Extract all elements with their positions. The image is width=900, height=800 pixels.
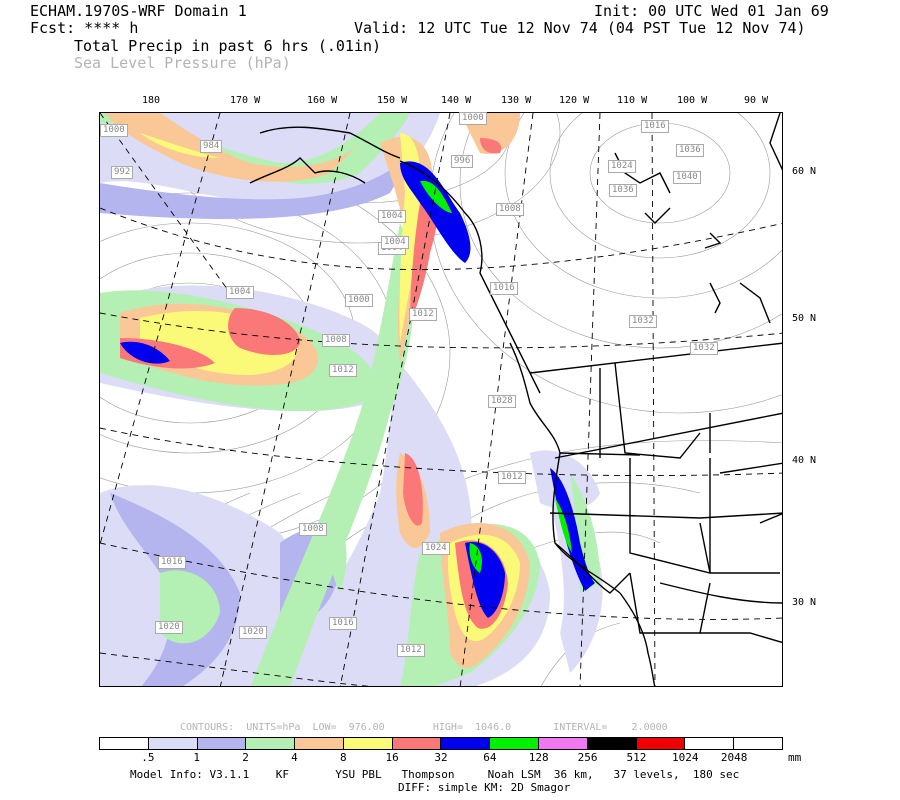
lon-label: 170 W: [230, 95, 261, 106]
contour-info: CONTOURS: UNITS=hPa LOW= 976.00 HIGH= 10…: [180, 722, 668, 733]
isobar-label: 1000: [459, 112, 487, 125]
lat-label: 30 N: [792, 597, 817, 608]
forecast-hour: Fcst: **** h: [30, 19, 139, 37]
lon-label: 180: [142, 95, 161, 106]
legend-swatch: [246, 738, 296, 749]
lon-label: 90 W: [744, 95, 769, 106]
isobar-label: 1000: [345, 294, 373, 307]
isobar-label: 1020: [155, 621, 183, 634]
legend-label: 16: [385, 751, 399, 764]
lat-label: 50 N: [792, 313, 817, 324]
isobar-label: 1036: [676, 144, 704, 157]
lat-label: 60 N: [792, 166, 817, 177]
legend-swatch: [685, 738, 735, 749]
isobar-label: 1024: [608, 160, 636, 173]
legend-label: 256: [577, 751, 598, 764]
legend-label: 4: [291, 751, 298, 764]
legend-label: 512: [626, 751, 647, 764]
isobar-label: 1012: [397, 644, 425, 657]
map-canvas: [100, 113, 782, 686]
isobar-label: 984: [200, 140, 223, 153]
legend-swatch: [392, 738, 442, 749]
precip-legend: [99, 737, 783, 750]
isobar-label: 1040: [673, 171, 701, 184]
isobar-label: 1004: [381, 236, 409, 249]
graticule: [100, 113, 782, 686]
legend-label: 1: [193, 751, 201, 764]
isobar-label: 1020: [239, 626, 267, 639]
legend-swatch: [587, 738, 637, 749]
precip-shading: [100, 113, 603, 686]
isobar-label: 996: [451, 155, 474, 168]
isobar-label: 1016: [158, 556, 186, 569]
isobar-label: 1000: [100, 124, 128, 137]
model-info: Model Info: V3.1.1 KF YSU PBL Thompson N…: [130, 768, 740, 781]
isobar-label: 1004: [378, 210, 406, 223]
legend-label: .5: [141, 751, 155, 764]
field-title-slp: Sea Level Pressure (hPa): [74, 54, 291, 72]
legend-label: 8: [339, 751, 347, 764]
isobar-label: 1012: [498, 471, 526, 484]
model-title: ECHAM.1970S-WRF Domain 1: [30, 2, 247, 20]
legend-swatch: [734, 738, 782, 749]
isobar-label: 1012: [329, 364, 357, 377]
lon-label: 130 W: [501, 95, 532, 106]
isobar-label: 1028: [488, 395, 516, 408]
legend-swatch: [539, 738, 588, 749]
isobar-label: 1004: [226, 286, 254, 299]
legend-label: 128: [528, 751, 549, 764]
legend-label: 2: [242, 751, 249, 764]
isobar-label: 1016: [641, 120, 669, 133]
isobar-label: 1016: [329, 617, 357, 630]
legend-label: 1024: [672, 751, 699, 764]
legend-swatch: [100, 738, 149, 749]
isobar-label: 1008: [299, 523, 327, 536]
lon-label: 160 W: [307, 95, 338, 106]
lon-label: 110 W: [617, 95, 648, 106]
lon-label: 150 W: [377, 95, 408, 106]
isobar-label: 1032: [629, 315, 657, 328]
isobar-label: 1008: [496, 203, 524, 216]
legend-label: 32: [434, 751, 448, 764]
legend-swatch: [441, 738, 491, 749]
isobar-label: 992: [111, 166, 134, 179]
init-time: Init: 00 UTC Wed 01 Jan 69: [594, 2, 829, 20]
legend-units: mm: [788, 751, 802, 764]
lon-label: 140 W: [441, 95, 472, 106]
legend-swatch: [148, 738, 198, 749]
isobar-label: 1008: [322, 334, 350, 347]
precip-map: [99, 112, 783, 687]
legend-swatch: [636, 738, 686, 749]
isobar-label: 1032: [690, 342, 718, 355]
isobar-label: 1016: [490, 282, 518, 295]
legend-label: 2048: [720, 751, 748, 764]
isobar-label: 1036: [609, 184, 637, 197]
lat-label: 40 N: [792, 455, 817, 466]
legend-swatch: [343, 738, 393, 749]
legend-label: 64: [483, 751, 497, 764]
isobar-label: 1012: [409, 308, 437, 321]
valid-time: Valid: 12 UTC Tue 12 Nov 74 (04 PST Tue …: [354, 19, 806, 37]
field-title-precip: Total Precip in past 6 hrs (.01in): [74, 37, 382, 55]
legend-swatch: [197, 738, 247, 749]
lon-label: 100 W: [677, 95, 708, 106]
legend-swatch: [295, 738, 344, 749]
lon-label: 120 W: [559, 95, 590, 106]
legend-swatch: [490, 738, 540, 749]
coastlines: [249, 113, 782, 686]
isobar-label: 1024: [422, 542, 450, 555]
diff-info: DIFF: simple KM: 2D Smagor: [398, 781, 571, 794]
